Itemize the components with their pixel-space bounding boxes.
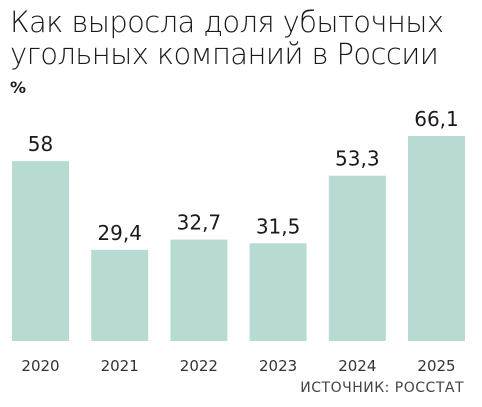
x-tick-2020: 2020 xyxy=(21,357,59,375)
source-note: ИСТОЧНИК: РОССТАТ xyxy=(300,380,464,396)
bar-2024 xyxy=(328,175,386,341)
bar-2020 xyxy=(12,161,69,341)
chart-title-line-1: Как выросла доля убыточных xyxy=(10,5,444,39)
bar-2025 xyxy=(408,136,465,341)
bar-2021 xyxy=(91,249,149,341)
value-label-2022: 32,7 xyxy=(177,211,222,235)
x-tick-2025: 2025 xyxy=(417,357,455,375)
chart-title: Как выросла доля убыточных угольных комп… xyxy=(10,6,476,70)
chart-title-line-2: угольных компаний в России xyxy=(10,37,439,71)
value-label-2021: 29,4 xyxy=(97,221,142,245)
value-label-2020: 58 xyxy=(28,132,53,156)
value-label-2025: 66,1 xyxy=(414,107,459,131)
bar-2023 xyxy=(249,243,307,341)
bar-2022 xyxy=(170,239,228,341)
value-label-2023: 31,5 xyxy=(256,214,301,238)
unit-label: % xyxy=(10,78,27,97)
x-tick-2023: 2023 xyxy=(259,357,297,375)
x-tick-2022: 2022 xyxy=(180,357,218,375)
x-tick-2021: 2021 xyxy=(101,357,139,375)
x-tick-2024: 2024 xyxy=(338,357,376,375)
value-label-2024: 53,3 xyxy=(335,147,380,171)
